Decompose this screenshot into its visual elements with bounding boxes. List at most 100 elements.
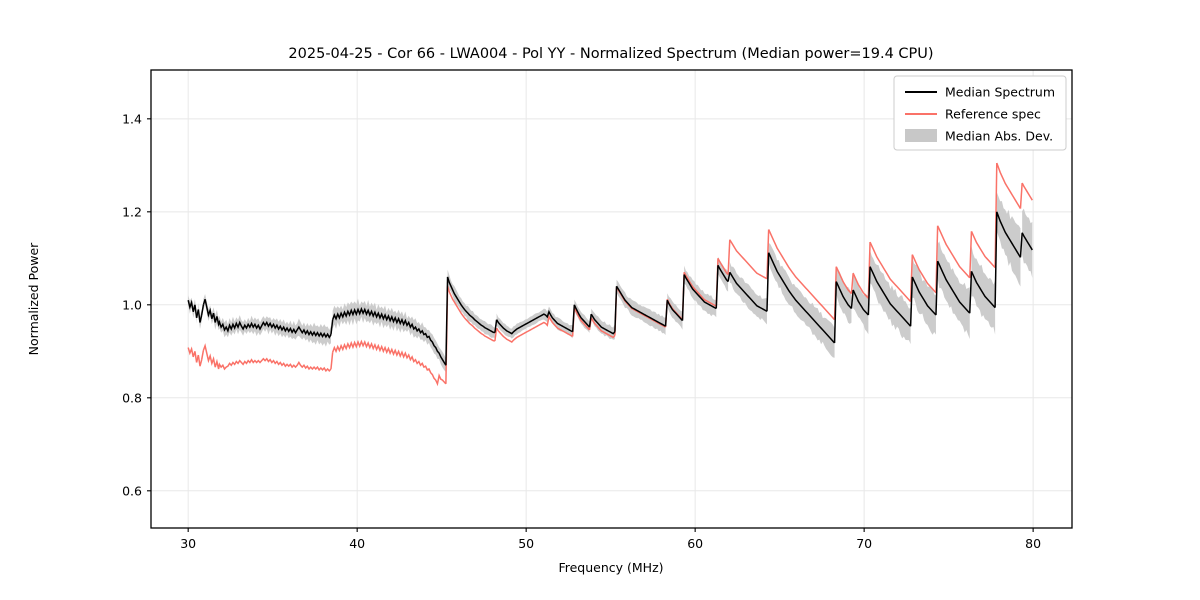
median-spectrum-riser <box>994 211 998 308</box>
legend-label[interactable]: Reference spec <box>945 107 1041 122</box>
median-spectrum-segment <box>197 309 203 323</box>
y-tick-label: 1.4 <box>122 111 142 126</box>
plot-area-border <box>150 69 1073 529</box>
reference-spec-riser <box>727 239 731 275</box>
reference-spec-riser <box>935 225 939 293</box>
mad-band-segment <box>203 294 331 347</box>
mad-band-segment <box>853 271 869 335</box>
median-spectrum-segment <box>970 271 996 309</box>
reference-spec-segment <box>970 231 996 269</box>
median-spectrum-segment <box>996 211 1022 258</box>
reference-spec-riser <box>909 254 914 302</box>
x-tick-label: 50 <box>518 536 534 551</box>
mad-band-segment <box>971 246 996 335</box>
reference-spec-segment <box>729 239 768 280</box>
reference-spec-segment <box>187 346 198 363</box>
reference-spec-segment <box>446 285 496 342</box>
reference-spec-segment <box>202 343 332 373</box>
median-spectrum-riser <box>494 319 498 333</box>
y-tick-label: 1.0 <box>122 297 142 312</box>
x-axis-ticks: 30 40 50 60 70 80 <box>180 528 1041 551</box>
median-spectrum-segment <box>202 299 332 339</box>
median-spectrum-segment <box>835 281 853 310</box>
reference-spec-segment <box>590 317 616 339</box>
x-tick-label: 70 <box>856 536 872 551</box>
median-spectrum-riser <box>935 261 939 316</box>
median-spectrum-segment <box>911 276 937 316</box>
reference-spec-segment <box>717 257 729 276</box>
mad-band-segment <box>937 241 970 340</box>
median-spectrum-riser <box>969 271 973 314</box>
reference-spec-segment <box>835 266 853 295</box>
median-spectrum-riser <box>664 300 669 327</box>
median-spectrum-riser <box>614 286 618 332</box>
reference-spec-riser <box>330 352 334 370</box>
median-spectrum-segment <box>1021 232 1033 251</box>
reference-spec-segment <box>495 314 573 343</box>
median-spectrum-riser <box>850 289 854 309</box>
mad-band-segment <box>729 261 767 325</box>
median-spectrum-riser <box>727 272 731 282</box>
y-tick-label: 0.6 <box>122 483 142 498</box>
median-spectrum-segment <box>717 264 729 283</box>
median-spectrum-riser <box>330 319 334 335</box>
mad-band-segment <box>447 269 495 338</box>
median-spectrum-riser <box>867 266 871 316</box>
x-tick-label: 80 <box>1025 536 1041 551</box>
mad-band-segment <box>912 255 936 335</box>
legend-swatch-band <box>905 129 937 142</box>
median-spectrum-segment <box>446 276 496 334</box>
x-axis-label: Frequency (MHz) <box>558 560 663 575</box>
median-spectrum-riser <box>909 276 914 327</box>
y-axis-label: Normalized Power <box>26 242 41 356</box>
reference-spec-riser <box>850 273 854 294</box>
reference-spec-segment <box>911 254 937 294</box>
mad-band-segment <box>198 302 202 329</box>
median-spectrum-riser <box>833 281 838 343</box>
mad-band-segment <box>996 192 1021 287</box>
reference-spec-segment <box>936 225 971 279</box>
legend-label[interactable]: Median Spectrum <box>945 85 1055 100</box>
median-spectrum-segment <box>936 260 971 314</box>
median-spectrum-riser <box>766 252 770 312</box>
reference-spec-segment <box>331 339 447 387</box>
y-tick-label: 1.2 <box>122 204 142 219</box>
reference-spec-segment <box>1021 182 1033 201</box>
median-spectrum-line <box>187 211 1033 366</box>
mad-band-segment <box>1022 208 1033 278</box>
mad-band-segment <box>332 298 446 373</box>
x-tick-label: 30 <box>180 536 196 551</box>
median-spectrum-riser <box>571 304 576 332</box>
median-spectrum-riser <box>1019 232 1023 258</box>
chart-legend[interactable]: Median Spectrum Reference spec Median Abs.… <box>893 75 1067 151</box>
median-spectrum-segment <box>729 271 768 312</box>
reference-spec-riser <box>1019 182 1023 209</box>
reference-spec-segment <box>197 354 203 367</box>
reference-spec-segment <box>869 241 912 303</box>
median-spectrum-segment <box>495 309 573 335</box>
x-tick-label: 60 <box>687 536 703 551</box>
median-spectrum-riser <box>588 314 592 328</box>
median-spectrum-segment <box>767 252 836 344</box>
mad-band-segment <box>870 250 911 345</box>
median-spectrum-segment <box>852 289 869 316</box>
median-spectrum-riser <box>445 276 449 366</box>
reference-spec-segment <box>573 307 591 331</box>
reference-spec-segment <box>996 162 1022 209</box>
reference-spec-segment <box>683 271 717 307</box>
median-spectrum-segment <box>666 299 684 322</box>
reference-spec-segment <box>767 229 836 321</box>
reference-spec-riser <box>200 350 205 360</box>
grid-lines <box>151 70 1072 528</box>
median-spectrum-segment <box>869 266 912 327</box>
median-spectrum-riser <box>200 304 205 316</box>
median-spectrum-riser <box>715 265 719 309</box>
x-tick-label: 40 <box>349 536 365 551</box>
median-spectrum-riser <box>681 274 685 321</box>
reference-spec-riser <box>766 229 770 279</box>
reference-spec-riser <box>969 231 973 278</box>
legend-label[interactable]: Median Abs. Dev. <box>945 129 1053 144</box>
median-spectrum-segment <box>615 285 666 327</box>
median-spectrum-segment <box>590 313 616 335</box>
